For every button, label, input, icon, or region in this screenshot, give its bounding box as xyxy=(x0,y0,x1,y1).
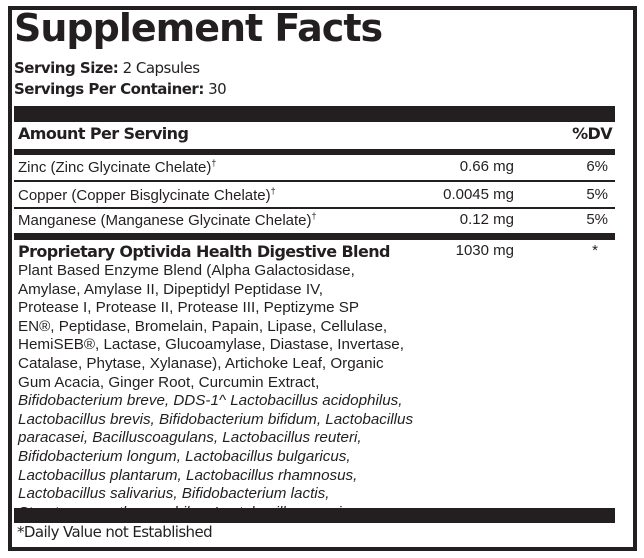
ingredient-line: Catalase, Phytase, Xylanase), Artichoke … xyxy=(18,354,384,372)
blend-name: Proprietary Optivida Health Digestive Bl… xyxy=(18,242,390,261)
probiotic-line: Lactobacillus salivarius, Bifidobacteriu… xyxy=(18,485,330,503)
probiotic-line: Lactobacillus plantarum, Lactobacillus r… xyxy=(18,466,358,484)
ingredient-line: Amylase, Amylase II, Dipeptidyl Peptidas… xyxy=(18,280,324,298)
divider-line xyxy=(14,207,615,209)
label-border xyxy=(8,6,637,551)
nutrient-dv: 5% xyxy=(586,211,608,228)
dv-header: %DV xyxy=(572,124,613,143)
ingredient-line: Plant Based Enzyme Blend (Alpha Galactos… xyxy=(18,262,355,279)
ingredient-line: Protease I, Protease II, Protease III, P… xyxy=(18,299,360,317)
blend-amount: 1030 mg xyxy=(455,242,514,259)
probiotic-line: Lactobacillus brevis, Bifidobacterium bi… xyxy=(18,410,414,428)
servings-per-container: Servings Per Container: 30 xyxy=(14,80,227,98)
serving-size-label: Serving Size: xyxy=(14,59,119,77)
ingredient-line: EN®, Peptidase, Bromelain, Papain, Lipas… xyxy=(18,317,388,335)
blend-ingredients: Plant Based Enzyme Blend (Alpha Galactos… xyxy=(18,262,413,522)
nutrient-name: Zinc (Zinc Glycinate Chelate)† xyxy=(18,158,217,176)
nutrient-amount: 0.0045 mg xyxy=(443,186,514,203)
divider-line xyxy=(14,180,615,182)
divider-bar xyxy=(14,106,615,122)
probiotic-line: Bifidobacterium breve, DDS-1^ Lactobacil… xyxy=(18,392,403,410)
nutrient-amount: 0.12 mg xyxy=(459,211,514,228)
probiotic-line: paracasei, Bacilluscoagulans, Lactobacil… xyxy=(18,429,362,447)
label-title: Supplement Facts xyxy=(14,6,383,50)
blend-row: 1030 mg * xyxy=(18,242,608,262)
nutrient-row: Zinc (Zinc Glycinate Chelate)† 0.66 mg 6… xyxy=(18,158,608,178)
nutrient-amount: 0.66 mg xyxy=(459,158,514,175)
ingredient-line: Gum Acacia, Ginger Root, Curcumin Extrac… xyxy=(18,373,320,391)
serving-size: Serving Size: 2 Capsules xyxy=(14,59,200,77)
servings-label: Servings Per Container: xyxy=(14,80,204,98)
amount-per-serving-header: Amount Per Serving xyxy=(18,124,189,143)
blend-dv: * xyxy=(592,242,598,259)
serving-size-value: 2 Capsules xyxy=(122,59,201,77)
divider-bar xyxy=(14,508,615,523)
nutrient-name: Manganese (Manganese Glycinate Chelate)† xyxy=(18,211,317,229)
nutrient-dv: 5% xyxy=(586,186,608,203)
divider-bar xyxy=(14,233,615,240)
probiotic-line: Bifidobacterium longum, Lactobacillus bu… xyxy=(18,447,351,465)
servings-value: 30 xyxy=(208,80,227,98)
footnote: *Daily Value not Established xyxy=(17,523,213,541)
nutrient-dv: 6% xyxy=(586,158,608,175)
nutrient-row: Copper (Copper Bisglycinate Chelate)† 0.… xyxy=(18,186,608,206)
nutrient-row: Manganese (Manganese Glycinate Chelate)†… xyxy=(18,211,608,231)
nutrient-name: Copper (Copper Bisglycinate Chelate)† xyxy=(18,186,276,204)
ingredient-line: HemiSEB®, Lactase, Glucoamylase, Diastas… xyxy=(18,336,404,354)
divider-bar xyxy=(14,149,615,155)
